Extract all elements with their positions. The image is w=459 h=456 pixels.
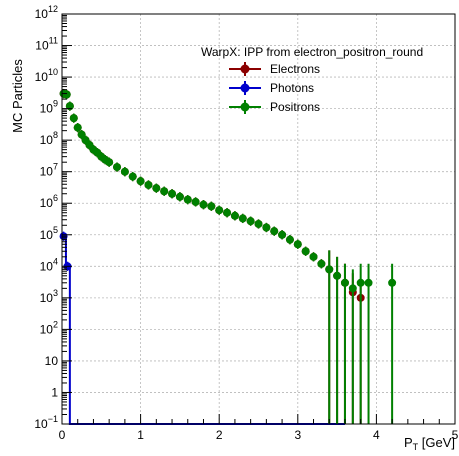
data-point	[160, 187, 169, 196]
data-point	[356, 278, 365, 287]
data-point	[254, 219, 263, 228]
legend-entry-photons: Photons	[229, 81, 314, 95]
axis-ticks: 0 1 2 3 4 5 10−1 1 10 102 103 104 105 106 107 108 109 101…	[34, 4, 458, 442]
legend-marker	[240, 83, 250, 93]
legend: WarpX: IPP from electron_positron_round …	[201, 45, 423, 114]
data-point	[77, 130, 86, 139]
series-photons	[59, 231, 345, 425]
data-point	[113, 163, 122, 172]
data-point	[325, 265, 334, 274]
y-tick-label: 107	[40, 162, 58, 179]
y-tick-label: 1011	[35, 36, 58, 53]
plot-frame	[61, 13, 456, 425]
x-axis-title-sub: T	[413, 442, 419, 452]
y-tick-label: 104	[40, 256, 58, 273]
data-point	[340, 278, 349, 287]
x-axis-title: PT [GeV]	[404, 435, 455, 452]
legend-marker	[240, 102, 250, 112]
legend-entry-electrons: Electrons	[229, 62, 320, 76]
data-point	[223, 208, 232, 217]
data-point	[285, 235, 294, 244]
legend-title: WarpX: IPP from electron_positron_round	[201, 45, 423, 59]
data-point	[152, 184, 161, 193]
data-point	[270, 227, 279, 236]
data-point	[238, 214, 247, 223]
data-point	[309, 252, 318, 261]
data-point	[293, 240, 302, 249]
data-point	[364, 278, 373, 287]
x-tick-label: 4	[373, 428, 380, 442]
x-tick-label: 2	[216, 428, 223, 442]
data-point	[191, 197, 200, 206]
data-point	[278, 230, 287, 239]
data-point	[105, 158, 114, 167]
legend-label: Electrons	[270, 62, 320, 76]
data-point	[175, 192, 184, 201]
data-point	[301, 247, 310, 256]
data-point	[168, 189, 177, 198]
x-axis-title-main: P	[404, 435, 413, 450]
data-point	[348, 284, 357, 293]
legend-marker	[240, 64, 250, 74]
x-tick-label: 0	[59, 428, 66, 442]
data-point	[183, 195, 192, 204]
y-tick-label: 108	[40, 130, 58, 147]
y-tick-label: 10−1	[34, 414, 58, 431]
data-point	[246, 217, 255, 226]
photon-histogram-line	[62, 235, 345, 425]
data-point	[262, 223, 271, 232]
y-tick-label: 106	[40, 193, 58, 210]
x-tick-label: 3	[294, 428, 301, 442]
y-tick-label: 1010	[35, 67, 58, 84]
y-tick-label: 1012	[35, 4, 58, 21]
data-point	[333, 271, 342, 280]
data-point	[69, 114, 78, 123]
data-point	[317, 259, 326, 268]
data-point	[73, 123, 82, 132]
data-point	[230, 211, 239, 220]
y-tick-label: 109	[40, 99, 58, 116]
legend-entry-positrons: Positrons	[229, 100, 320, 114]
data-point	[136, 177, 145, 186]
series-electrons	[59, 88, 365, 424]
y-tick-label: 105	[40, 225, 58, 242]
data-point	[144, 180, 153, 189]
data-point	[388, 278, 397, 287]
y-tick-label: 1	[51, 385, 58, 399]
y-axis-title: MC Particles	[10, 59, 25, 133]
x-axis-title-unit: [GeV]	[418, 435, 455, 450]
data-point	[215, 206, 224, 215]
series-positrons	[59, 88, 397, 424]
y-tick-label: 103	[40, 288, 58, 305]
data-point	[207, 202, 216, 211]
legend-label: Photons	[270, 81, 314, 95]
legend-label: Positrons	[270, 100, 320, 114]
data-series	[59, 88, 397, 425]
y-tick-label: 102	[40, 319, 58, 336]
data-point	[120, 167, 129, 176]
data-point	[199, 200, 208, 209]
data-point	[62, 90, 71, 99]
data-point	[128, 172, 137, 181]
gridlines	[62, 14, 455, 424]
x-tick-label: 1	[137, 428, 144, 442]
y-tick-label: 10	[45, 354, 59, 368]
x-tick-label: 5	[452, 428, 459, 442]
